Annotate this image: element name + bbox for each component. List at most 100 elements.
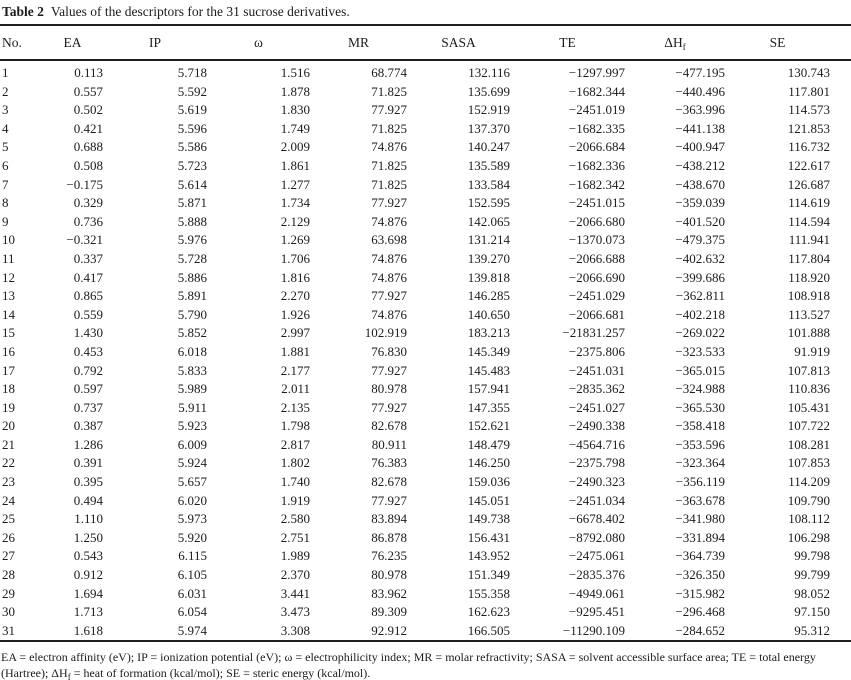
value-cell-se: 116.732 bbox=[788, 139, 830, 155]
value-cell-mr: 77.927 bbox=[371, 362, 407, 378]
value-cell-sasa: 131.214 bbox=[467, 232, 510, 248]
table-row: 8 0.329 5.871 1.734 77.927 152.595 −2451.015 −3… bbox=[0, 194, 851, 213]
column-header-omega: ω bbox=[207, 25, 310, 61]
row-number-cell: 3 bbox=[2, 102, 9, 118]
table-row: 30 1.713 6.054 3.473 89.309 162.623 −9295.451 −… bbox=[0, 603, 851, 622]
value-cell-ip: 6.054 bbox=[177, 604, 207, 620]
value-cell-mr: 71.825 bbox=[371, 176, 407, 192]
value-cell-se: 113.527 bbox=[788, 306, 830, 322]
value-cell-se: 114.573 bbox=[788, 102, 830, 118]
value-cell-ip: 5.989 bbox=[177, 381, 207, 397]
value-cell-te: −1370.073 bbox=[568, 232, 625, 248]
column-header-te: TE bbox=[510, 25, 625, 61]
value-cell-se: 101.888 bbox=[787, 325, 830, 341]
value-cell-dhf: −399.686 bbox=[675, 269, 725, 285]
value-cell-se: 91.919 bbox=[794, 343, 830, 359]
value-cell-ip: 5.833 bbox=[177, 362, 207, 378]
value-cell-ip: 5.657 bbox=[177, 474, 207, 490]
row-number-cell: 9 bbox=[2, 213, 9, 229]
value-cell-te: −2066.681 bbox=[568, 306, 625, 322]
value-cell-ea: 0.421 bbox=[73, 120, 103, 136]
value-cell-mr: 74.876 bbox=[371, 269, 407, 285]
descriptors-table: No. EA IP ω MR SASA TE ΔHf SE 1 0.113 5.718 1.516 68… bbox=[0, 24, 851, 643]
value-cell-dhf: −438.212 bbox=[675, 157, 725, 173]
value-cell-ip: 5.614 bbox=[177, 176, 207, 192]
row-number-cell: 16 bbox=[2, 343, 15, 359]
row-number-cell: 13 bbox=[2, 288, 15, 304]
value-cell-omega: 2.135 bbox=[280, 399, 310, 415]
row-number-cell: 6 bbox=[2, 157, 9, 173]
value-cell-mr: 80.911 bbox=[371, 436, 407, 452]
row-number-cell: 21 bbox=[2, 436, 15, 452]
value-cell-omega: 3.441 bbox=[280, 585, 310, 601]
value-cell-mr: 71.825 bbox=[371, 157, 407, 173]
table-caption-label: Table 2 bbox=[2, 4, 44, 19]
value-cell-te: −1682.336 bbox=[568, 157, 625, 173]
value-cell-te: −1682.342 bbox=[568, 176, 625, 192]
value-cell-ea: 0.329 bbox=[73, 195, 103, 211]
value-cell-sasa: 148.479 bbox=[467, 436, 510, 452]
value-cell-se: 107.813 bbox=[787, 362, 830, 378]
footnote-line-2: (Hartree); ΔHf = heat of formation (kcal… bbox=[1, 665, 851, 680]
value-cell-sasa: 143.952 bbox=[467, 548, 510, 564]
value-cell-sasa: 145.051 bbox=[467, 492, 510, 508]
table-row: 11 0.337 5.728 1.706 74.876 139.270 −2066.688 −… bbox=[0, 250, 851, 269]
value-cell-sasa: 135.589 bbox=[467, 157, 510, 173]
value-cell-ip: 5.871 bbox=[177, 195, 207, 211]
value-cell-se: 117.801 bbox=[788, 83, 830, 99]
value-cell-sasa: 155.358 bbox=[467, 585, 510, 601]
value-cell-se: 106.298 bbox=[787, 529, 830, 545]
value-cell-ip: 6.020 bbox=[177, 492, 207, 508]
value-cell-se: 108.112 bbox=[788, 511, 830, 527]
table-row: 20 0.387 5.923 1.798 82.678 152.621 −2490.338 −… bbox=[0, 417, 851, 436]
value-cell-dhf: −402.218 bbox=[675, 306, 725, 322]
value-cell-sasa: 157.941 bbox=[467, 381, 510, 397]
value-cell-omega: 1.881 bbox=[280, 343, 310, 359]
footnote-line-2-post: = heat of formation (kcal/mol); SE = ste… bbox=[70, 666, 371, 680]
value-cell-te: −2490.323 bbox=[568, 474, 625, 490]
value-cell-mr: 80.978 bbox=[371, 567, 407, 583]
value-cell-omega: 1.830 bbox=[280, 102, 310, 118]
value-cell-sasa: 183.213 bbox=[467, 325, 510, 341]
value-cell-ea: 0.597 bbox=[73, 381, 103, 397]
value-cell-se: 97.150 bbox=[794, 604, 830, 620]
value-cell-te: −11290.109 bbox=[562, 622, 625, 638]
value-cell-ip: 5.924 bbox=[177, 455, 207, 471]
value-cell-ea: 0.417 bbox=[73, 269, 103, 285]
table-row: 14 0.559 5.790 1.926 74.876 140.650 −2066.681 −… bbox=[0, 306, 851, 325]
value-cell-mr: 89.309 bbox=[371, 604, 407, 620]
table-row: 2 0.557 5.592 1.878 71.825 135.699 −1682.344 −4… bbox=[0, 83, 851, 102]
value-cell-ip: 5.886 bbox=[177, 269, 207, 285]
row-number-cell: 7 bbox=[2, 176, 9, 192]
value-cell-mr: 71.825 bbox=[371, 83, 407, 99]
value-cell-te: −4949.061 bbox=[568, 585, 625, 601]
footnote-line-1: EA = electron affinity (eV); IP = ioniza… bbox=[1, 650, 816, 665]
value-cell-omega: 1.802 bbox=[280, 455, 310, 471]
value-cell-sasa: 133.584 bbox=[467, 176, 510, 192]
table-row: 18 0.597 5.989 2.011 80.978 157.941 −2835.362 −… bbox=[0, 380, 851, 399]
value-cell-te: −2835.362 bbox=[568, 381, 625, 397]
value-cell-ip: 5.596 bbox=[177, 120, 207, 136]
value-cell-se: 98.052 bbox=[794, 585, 830, 601]
row-number-cell: 15 bbox=[2, 325, 15, 341]
value-cell-ip: 5.920 bbox=[177, 529, 207, 545]
value-cell-dhf: −400.947 bbox=[675, 139, 725, 155]
value-cell-se: 121.853 bbox=[787, 120, 830, 136]
table-row: 31 1.618 5.974 3.308 92.912 166.505 −11290.109… bbox=[0, 622, 851, 642]
value-cell-mr: 74.876 bbox=[371, 139, 407, 155]
value-cell-omega: 2.129 bbox=[280, 213, 310, 229]
value-cell-te: −2066.680 bbox=[568, 213, 625, 229]
row-number-cell: 19 bbox=[2, 399, 15, 415]
row-number-cell: 1 bbox=[2, 65, 9, 80]
value-cell-ea: 0.543 bbox=[73, 548, 103, 564]
value-cell-dhf: −284.652 bbox=[675, 622, 725, 638]
value-cell-te: −2066.684 bbox=[568, 139, 625, 155]
value-cell-dhf: −269.022 bbox=[675, 325, 725, 341]
value-cell-se: 99.798 bbox=[794, 548, 830, 564]
value-cell-omega: 1.816 bbox=[280, 269, 310, 285]
value-cell-se: 117.804 bbox=[788, 250, 830, 266]
value-cell-se: 108.918 bbox=[787, 288, 830, 304]
value-cell-ea: 0.912 bbox=[73, 567, 103, 583]
value-cell-te: −1682.344 bbox=[568, 83, 625, 99]
value-cell-ea: 0.688 bbox=[73, 139, 103, 155]
